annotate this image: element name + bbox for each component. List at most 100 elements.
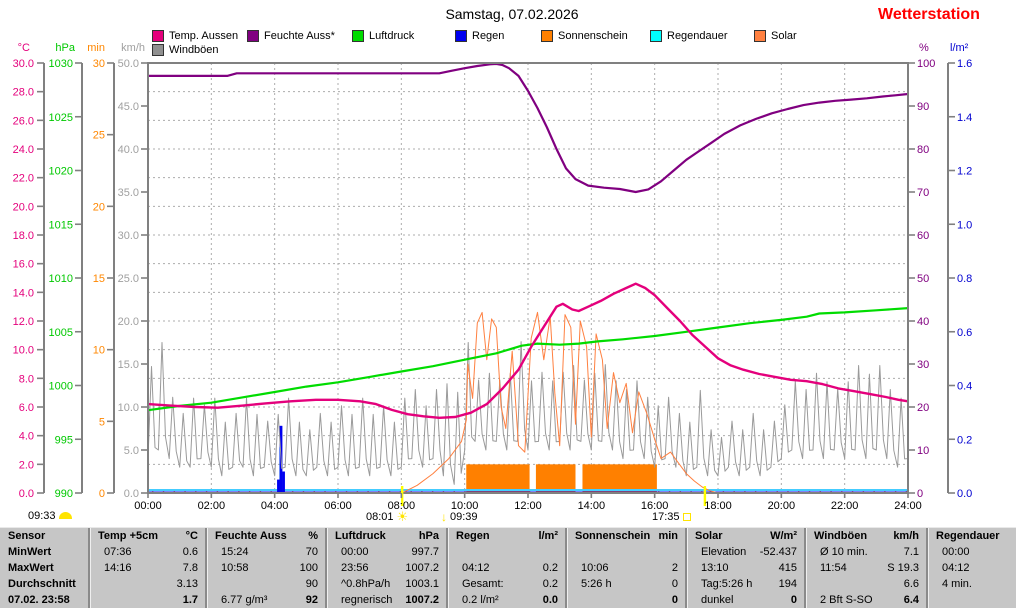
axis-label: 40 <box>917 316 929 328</box>
rain-impulse <box>282 471 285 493</box>
axis-label: 4.0 <box>19 431 34 443</box>
table-cell: Elevation -52.437 <box>701 546 797 558</box>
axis-label: 990 <box>55 488 73 500</box>
table-cell: 0 <box>671 594 678 606</box>
axis-label: 26.0 <box>13 115 34 127</box>
table-cell: 00:00 997.7 <box>341 546 439 558</box>
legend-swatch <box>541 30 553 42</box>
annotation-sunrise: 08:01 <box>366 509 408 524</box>
sunset-square-icon <box>682 512 691 521</box>
sun-marker-tick <box>400 486 404 506</box>
legend-label: Luftdruck <box>369 30 415 42</box>
axis-label: 90 <box>917 101 929 113</box>
axis-label: hPa <box>55 42 75 54</box>
axis-label: 35.0 <box>118 187 139 199</box>
axis-label: 80 <box>917 144 929 156</box>
table-header-cell: Regendauer <box>936 530 1000 542</box>
sunshine-bar <box>466 464 530 493</box>
series-solar <box>401 311 908 494</box>
axis-label: °C <box>18 42 30 54</box>
down-arrow-icon <box>441 511 447 523</box>
legend-item-luftdruck: Luftdruck <box>352 30 414 42</box>
axis-label: 18:00 <box>704 500 732 512</box>
table-col-regendauer: Regendauer 00:00 04:12 4 min. <box>926 528 1024 608</box>
table-cell: dunkel 0 <box>701 594 797 606</box>
sunset-label: 17:35 <box>652 510 680 523</box>
axis-label: 1020 <box>49 166 73 178</box>
axis-label: 1.2 <box>957 166 972 178</box>
table-cell: 11:54 S 19.3 <box>820 562 919 574</box>
table-col-feuchte-auss: Feuchte Auss% 15:24 70 10:58 100 90 6.77 g/m³ 9… <box>205 528 325 608</box>
legend-item-windboeen: Windböen <box>152 44 219 56</box>
legend-swatch <box>650 30 662 42</box>
axis-label: 25 <box>93 130 105 142</box>
table-col-temp-5cm: Temp +5cm °C 07:36 0.6 14:16 7.8 3.13 1.7 <box>88 528 205 608</box>
table-col-windb-en: Windböen km/h Ø 10 min. 7.1 11:54 S 19.3 6.6 2 … <box>804 528 926 608</box>
axis-label: 25.0 <box>118 273 139 285</box>
table-cell: 10:06 2 <box>581 562 678 574</box>
series-feuchte <box>148 62 909 194</box>
axis-label: 10 <box>93 345 105 357</box>
table-header-cell: Sensor <box>8 530 46 542</box>
down-marker-label: 09:39 <box>450 510 478 523</box>
axis-label: 12.0 <box>13 316 34 328</box>
annotation-down-marker: 09:39 <box>441 509 478 524</box>
table-cell: 6.6 <box>903 578 919 590</box>
axis-label: 100 <box>917 58 935 70</box>
sensor-summary-table: Sensor MinWert MaxWert Durchschnitt 07.02. 2… <box>0 527 1016 608</box>
table-header-cell: Feuchte Auss% <box>215 530 318 542</box>
table-header-cell: Sonnenschein min <box>575 530 678 542</box>
axis-label: 0.4 <box>957 381 972 393</box>
axis-label: 1010 <box>49 273 73 285</box>
legend-label: Feuchte Auss* <box>264 30 335 42</box>
axis-label: 02:00 <box>198 500 226 512</box>
rain-impulse <box>277 479 280 493</box>
axis-label: 22.0 <box>13 173 34 185</box>
axis-label: 04:00 <box>261 500 289 512</box>
table-header-cell: Temp +5cm °C <box>98 530 198 542</box>
table-cell: 14:16 7.8 <box>104 562 198 574</box>
axis-label: 0 <box>917 488 923 500</box>
axis-label: 20 <box>93 201 105 213</box>
axis-label: min <box>87 42 105 54</box>
axis-label: 20.0 <box>118 316 139 328</box>
axis-label: 15.0 <box>118 359 139 371</box>
axis-label: 00:00 <box>134 500 162 512</box>
table-cell: 1.7 <box>182 594 198 606</box>
legend-item-sonnenschein: Sonnenschein <box>541 30 628 42</box>
sunshine-bar <box>535 464 576 493</box>
sun-half-icon <box>58 512 72 519</box>
axis-label: 2.0 <box>19 459 34 471</box>
axis-label: 5.0 <box>124 445 139 457</box>
axis-label: 0.8 <box>957 273 972 285</box>
axis-label: km/h <box>121 42 145 54</box>
table-row-label: MaxWert <box>8 562 54 574</box>
legend-item-regendauer: Regendauer <box>650 30 728 42</box>
axis-label: 16.0 <box>13 259 34 271</box>
series-luftdruck <box>147 307 909 412</box>
table-row-label: 07.02. 23:58 <box>8 594 70 606</box>
axis-label: 0.6 <box>957 327 972 339</box>
axis-label: 0 <box>99 488 105 500</box>
table-cell <box>928 592 1024 608</box>
table-cell: 04:12 0.2 <box>462 562 558 574</box>
table-cell: 2 Bft S-SO 6.4 <box>820 594 919 606</box>
axis-label: 0.0 <box>124 488 139 500</box>
axis-label: % <box>919 42 929 54</box>
legend-item-regen: Regen <box>455 30 504 42</box>
sun-icon <box>397 510 409 523</box>
axis-label: 1.6 <box>957 58 972 70</box>
axis-label: l/m² <box>950 42 969 54</box>
axis-label: 1025 <box>49 112 73 124</box>
axis-label: 08:00 <box>388 500 416 512</box>
page-title: Samstag, 07.02.2026 <box>445 6 579 22</box>
axis-label: 1015 <box>49 219 73 231</box>
axis-label: 30 <box>917 359 929 371</box>
axis-label: 0.0 <box>957 488 972 500</box>
annotation-0933-label: 09:33 <box>28 509 56 522</box>
legend-item-feuchte-auss-: Feuchte Auss* <box>247 30 335 42</box>
axis-label: 20 <box>917 402 929 414</box>
axis-label: 40.0 <box>118 144 139 156</box>
table-col-regen: Regen l/m² 04:12 0.2 Gesamt: 0.2 0.2 l/m² 0.0 <box>446 528 565 608</box>
